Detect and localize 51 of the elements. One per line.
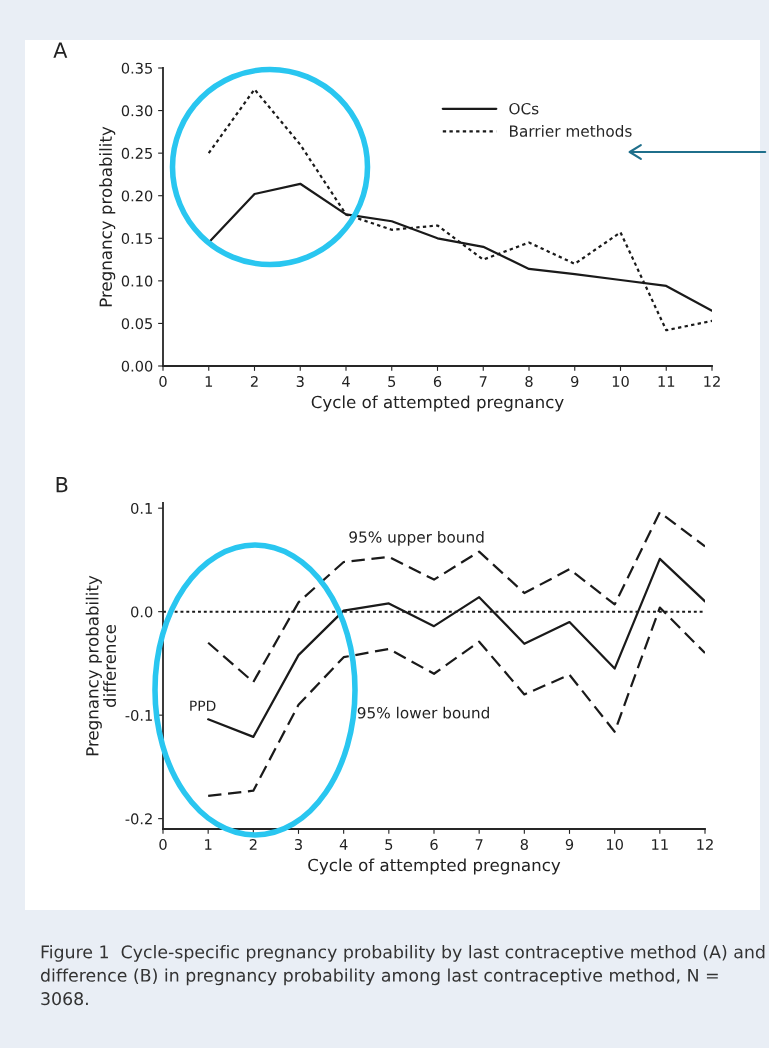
y-tick-label: 0.15 xyxy=(121,233,152,245)
y-axis-title: Pregnancy probability difference xyxy=(85,575,117,756)
legend-label: Barrier methods xyxy=(509,125,632,137)
x-tick-label: 3 xyxy=(296,375,304,388)
x-tick-label: 1 xyxy=(205,376,213,387)
line-series xyxy=(207,88,712,332)
x-tick-label: 6 xyxy=(430,838,438,851)
y-tick-label: 0.30 xyxy=(121,105,153,117)
legend-label: OCs xyxy=(509,102,539,115)
x-tick-label: 9 xyxy=(571,375,579,388)
x-tick-label: 3 xyxy=(294,838,302,851)
y-tick-label: 0.10 xyxy=(121,275,153,287)
x-tick-label: 0 xyxy=(159,838,167,851)
y-tick-label: 0.1 xyxy=(131,502,152,514)
x-axis-title: Cycle of attempted pregnancy xyxy=(308,858,561,875)
x-tick-label: 8 xyxy=(525,375,533,388)
x-tick-label: 5 xyxy=(385,839,393,851)
x-tick-label: 8 xyxy=(520,838,528,851)
y-tick-label: 0.25 xyxy=(121,147,152,159)
x-tick-label: 7 xyxy=(475,839,483,850)
y-tick-label: 0.00 xyxy=(121,360,153,372)
y-axis-title: Pregnancy probability xyxy=(99,126,116,307)
y-tick-label: 0.20 xyxy=(121,190,153,202)
x-tick-label: 2 xyxy=(249,838,257,850)
x-tick-label: 4 xyxy=(339,839,348,850)
x-tick-label: 11 xyxy=(652,839,668,850)
text: 95% lower bound xyxy=(357,706,489,719)
y-tick-label: 0.05 xyxy=(121,318,152,330)
caption: Figure 1 Cycle-specific pregnancy probability by last contraceptive method (A) and difference (B) in pregnancy probability among last contraceptive method, N = 3068. xyxy=(40,945,765,1006)
x-tick-label: 2 xyxy=(250,375,258,387)
y-tick-label: -0.1 xyxy=(125,709,152,721)
x-tick-label: 5 xyxy=(388,376,396,388)
x-tick-label: 6 xyxy=(433,375,442,388)
y-tick-label: -0.2 xyxy=(125,813,152,825)
x-tick-label: 10 xyxy=(606,838,623,851)
chart-title: B xyxy=(56,476,68,493)
chart-title: A xyxy=(53,42,68,58)
x-tick-label: 7 xyxy=(479,376,487,387)
x-tick-label: 12 xyxy=(697,838,713,850)
x-tick-label: 11 xyxy=(658,376,675,387)
x-tick-label: 1 xyxy=(205,839,212,850)
x-tick-label: 4 xyxy=(342,376,350,387)
x-tick-label: 0 xyxy=(159,375,167,388)
x-tick-label: 12 xyxy=(704,375,720,387)
series-label: PPD xyxy=(190,700,216,711)
series-label: 95% upper bound xyxy=(349,530,484,546)
y-tick-label: 0.35 xyxy=(121,62,152,74)
y-tick-label: 0.0 xyxy=(131,606,153,618)
x-tick-label: 10 xyxy=(612,375,629,388)
x-axis-title: Cycle of attempted pregnancy xyxy=(311,395,564,412)
x-tick-label: 9 xyxy=(565,838,574,851)
